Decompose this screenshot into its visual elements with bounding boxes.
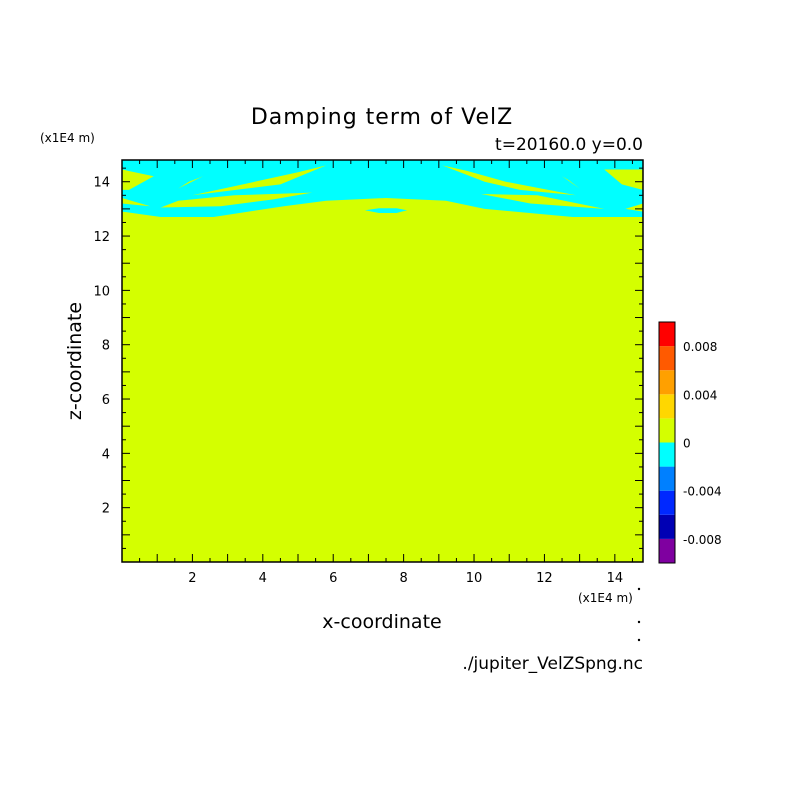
contour-band xyxy=(562,176,580,189)
y-tick-label: 2 xyxy=(102,502,110,517)
contour-band xyxy=(604,169,643,190)
y-tick-label: 12 xyxy=(93,230,110,245)
colorbar-segment xyxy=(659,514,675,539)
y-tick-label: 10 xyxy=(93,284,110,299)
x-tick-label: 2 xyxy=(188,571,196,586)
x-tick-label: 14 xyxy=(607,571,624,586)
colorbar: -0.008 -0.004 0 0.004 0.008 xyxy=(658,321,722,564)
y-unit-label: (x1E4 m) xyxy=(40,131,95,145)
colorbar-segment xyxy=(659,346,675,371)
y-tick-label: 8 xyxy=(102,339,110,354)
contour-band xyxy=(442,165,577,196)
contour-region xyxy=(122,160,643,217)
x-axis-label: x-coordinate xyxy=(322,611,441,633)
corner-mark xyxy=(637,587,641,591)
colorbar-segment xyxy=(659,538,675,563)
x-tick-label: 12 xyxy=(536,571,553,586)
contour-band xyxy=(178,176,203,189)
corner-marks xyxy=(637,587,641,642)
colorbar-tick-label: 0.004 xyxy=(683,388,717,402)
colorbar-segment xyxy=(659,322,675,347)
plot-background xyxy=(122,160,643,562)
contour-band xyxy=(122,169,154,190)
x-tick-label: 6 xyxy=(329,571,337,586)
y-axis-label: z-coordinate xyxy=(64,302,86,420)
colorbar-segment xyxy=(659,442,675,467)
x-tick-label: 4 xyxy=(259,571,267,586)
chart-subtitle: t=20160.0 y=0.0 xyxy=(495,135,643,155)
chart-title: Damping term of VelZ xyxy=(251,105,513,130)
y-tick-label: 4 xyxy=(102,447,110,462)
source-file-label: ./jupiter_VelZSpng.nc xyxy=(462,654,643,674)
corner-mark xyxy=(637,620,641,624)
colorbar-segment xyxy=(659,466,675,491)
colorbar-tick-label: 0.008 xyxy=(683,340,717,354)
y-tick-label: 14 xyxy=(93,176,110,191)
corner-mark xyxy=(637,638,641,642)
plot-frame xyxy=(121,159,644,563)
x-unit-label: (x1E4 m) xyxy=(578,591,633,605)
contour-band xyxy=(481,194,605,209)
y-tick-label: 6 xyxy=(102,393,110,408)
x-tick-label: 8 xyxy=(399,571,407,586)
plot-area: 2 4 6 8 10 12 14 2 4 6 8 10 12 14 xyxy=(93,159,644,586)
x-tick-label: 10 xyxy=(466,571,483,586)
colorbar-tick-label: -0.008 xyxy=(683,533,722,547)
colorbar-frame xyxy=(658,321,676,564)
colorbar-segment xyxy=(659,370,675,395)
contour-band xyxy=(160,192,313,208)
colorbar-segment xyxy=(659,394,675,419)
colorbar-segment xyxy=(659,490,675,515)
colorbar-tick-label: 0 xyxy=(683,437,691,451)
contour-region xyxy=(364,208,408,213)
colorbar-segment xyxy=(659,418,675,443)
colorbar-tick-label: -0.004 xyxy=(683,485,722,499)
